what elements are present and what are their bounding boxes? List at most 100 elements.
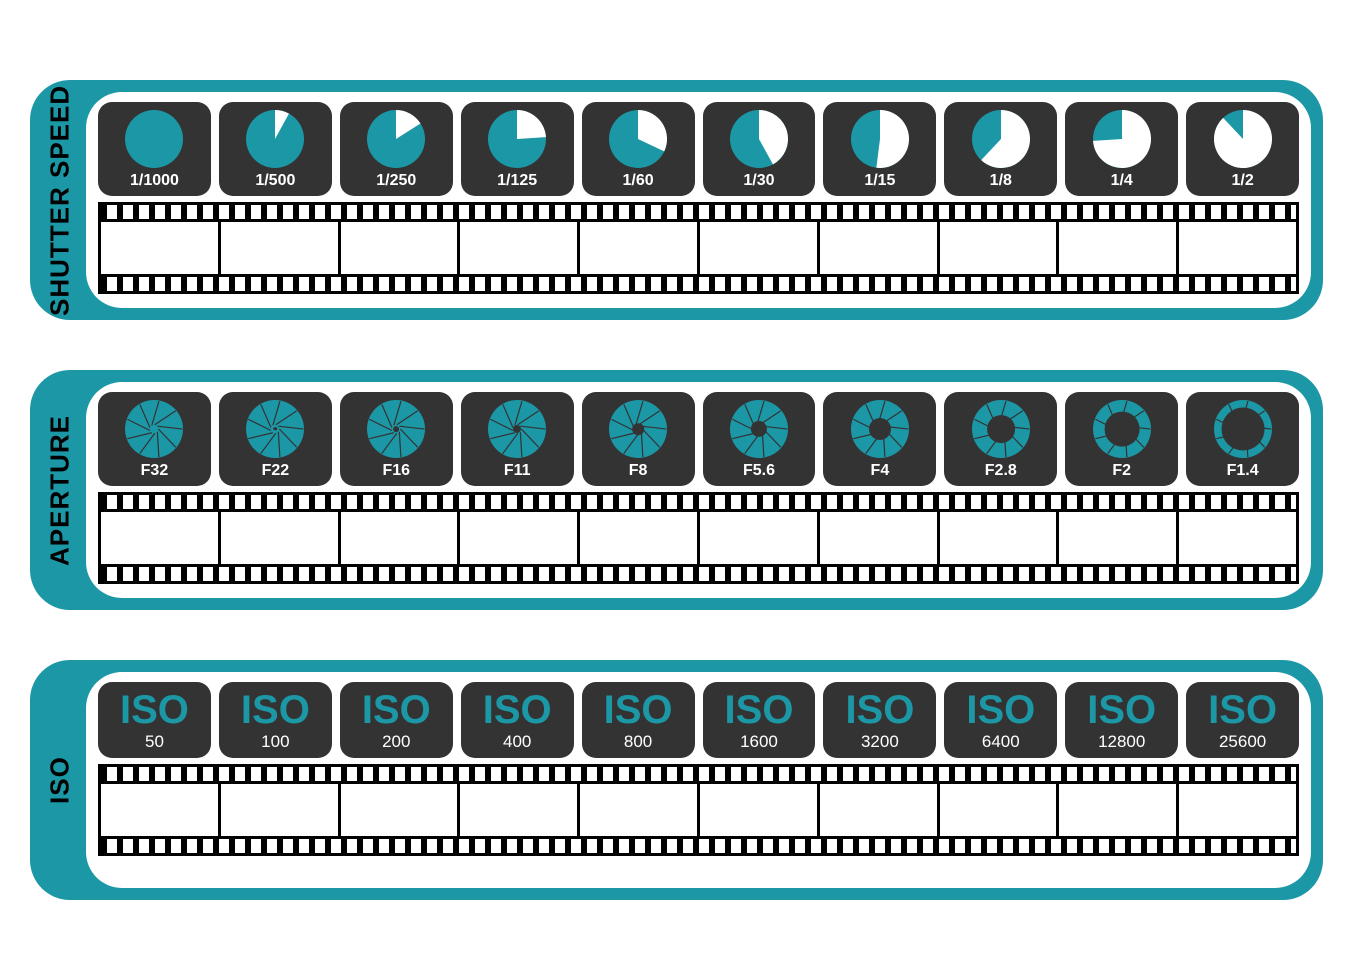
shutter-aperture-icon: [246, 110, 304, 168]
aperture-card: F5.6: [703, 392, 816, 486]
film-frame: [700, 205, 820, 291]
shutter-value: 1/60: [623, 172, 654, 190]
iso-value: 25600: [1219, 732, 1266, 752]
shutter-speed-panel: SHUTTER SPEED 1/10001/5001/2501/1251/601…: [30, 80, 1323, 320]
iso-card: ISO50: [98, 682, 211, 758]
aperture-inner: F32F22F16F11F8F5.6F4F2.8F2F1.4: [86, 382, 1311, 598]
shutter-aperture-icon: [1214, 110, 1272, 168]
iso-card: ISO200: [340, 682, 453, 758]
iso-label: ISO: [845, 690, 914, 730]
shutter-aperture-icon: [1093, 110, 1151, 168]
aperture-diaphragm-icon: [1214, 400, 1272, 458]
film-strip: [98, 202, 1299, 294]
shutter-value: 1/250: [376, 172, 416, 190]
iso-value: 200: [382, 732, 410, 752]
film-frame: [820, 495, 940, 581]
film-frame: [101, 495, 221, 581]
shutter-card: 1/250: [340, 102, 453, 196]
shutter-aperture-icon: [851, 110, 909, 168]
iso-label: ISO: [725, 690, 794, 730]
iso-value: 800: [624, 732, 652, 752]
aperture-value: F2: [1112, 462, 1131, 480]
shutter-value: 1/4: [1111, 172, 1133, 190]
aperture-title: APERTURE: [30, 370, 86, 610]
shutter-card: 1/500: [219, 102, 332, 196]
aperture-diaphragm-icon: [851, 400, 909, 458]
aperture-diaphragm-icon: [972, 400, 1030, 458]
film-frame: [341, 205, 461, 291]
film-frame: [221, 205, 341, 291]
iso-label: ISO: [241, 690, 310, 730]
iso-label: ISO: [120, 690, 189, 730]
iso-value: 6400: [982, 732, 1020, 752]
shutter-value: 1/2: [1231, 172, 1253, 190]
shutter-card: 1/2: [1186, 102, 1299, 196]
aperture-card: F16: [340, 392, 453, 486]
aperture-card: F1.4: [1186, 392, 1299, 486]
aperture-diaphragm-icon: [1093, 400, 1151, 458]
shutter-value: 1/15: [864, 172, 895, 190]
iso-label: ISO: [1208, 690, 1277, 730]
film-frame: [940, 495, 1060, 581]
film-frame: [101, 205, 221, 291]
aperture-diaphragm-icon: [125, 400, 183, 458]
shutter-speed-inner: 1/10001/5001/2501/1251/601/301/151/81/41…: [86, 92, 1311, 308]
shutter-card: 1/1000: [98, 102, 211, 196]
film-strip: [98, 764, 1299, 856]
film-frame: [1059, 767, 1179, 853]
shutter-card: 1/60: [582, 102, 695, 196]
iso-card: ISO3200: [823, 682, 936, 758]
aperture-value: F2.8: [985, 462, 1017, 480]
shutter-value: 1/500: [255, 172, 295, 190]
aperture-card: F32: [98, 392, 211, 486]
shutter-aperture-icon: [609, 110, 667, 168]
film-frame: [700, 767, 820, 853]
film-frame: [1179, 205, 1296, 291]
shutter-value: 1/1000: [130, 172, 179, 190]
aperture-diaphragm-icon: [609, 400, 667, 458]
shutter-aperture-icon: [125, 110, 183, 168]
shutter-aperture-icon: [730, 110, 788, 168]
film-frame: [101, 767, 221, 853]
film-frame: [1059, 205, 1179, 291]
shutter-speed-card-row: 1/10001/5001/2501/1251/601/301/151/81/41…: [98, 102, 1299, 196]
aperture-value: F16: [382, 462, 410, 480]
aperture-card-row: F32F22F16F11F8F5.6F4F2.8F2F1.4: [98, 392, 1299, 486]
iso-card: ISO25600: [1186, 682, 1299, 758]
film-frame: [460, 767, 580, 853]
iso-card-row: ISO50ISO100ISO200ISO400ISO800ISO1600ISO3…: [98, 682, 1299, 758]
film-frame: [221, 495, 341, 581]
film-frame: [820, 205, 940, 291]
aperture-card: F22: [219, 392, 332, 486]
film-frame: [700, 495, 820, 581]
iso-value: 1600: [740, 732, 778, 752]
shutter-value: 1/8: [990, 172, 1012, 190]
iso-value: 12800: [1098, 732, 1145, 752]
iso-card: ISO12800: [1065, 682, 1178, 758]
film-frame: [1179, 495, 1296, 581]
iso-card: ISO100: [219, 682, 332, 758]
film-frame: [341, 767, 461, 853]
aperture-value: F32: [141, 462, 169, 480]
aperture-value: F1.4: [1227, 462, 1259, 480]
film-frame: [940, 767, 1060, 853]
aperture-value: F4: [871, 462, 890, 480]
aperture-card: F11: [461, 392, 574, 486]
aperture-diaphragm-icon: [246, 400, 304, 458]
film-frame: [580, 767, 700, 853]
film-strip: [98, 492, 1299, 584]
film-frame: [580, 495, 700, 581]
shutter-value: 1/125: [497, 172, 537, 190]
film-frame: [1179, 767, 1296, 853]
iso-value: 3200: [861, 732, 899, 752]
film-frame: [580, 205, 700, 291]
film-frame: [460, 205, 580, 291]
aperture-card: F4: [823, 392, 936, 486]
iso-inner: ISO50ISO100ISO200ISO400ISO800ISO1600ISO3…: [86, 672, 1311, 888]
aperture-value: F22: [262, 462, 290, 480]
iso-card: ISO400: [461, 682, 574, 758]
shutter-aperture-icon: [488, 110, 546, 168]
shutter-card: 1/125: [461, 102, 574, 196]
iso-label: ISO: [966, 690, 1035, 730]
iso-card: ISO1600: [703, 682, 816, 758]
